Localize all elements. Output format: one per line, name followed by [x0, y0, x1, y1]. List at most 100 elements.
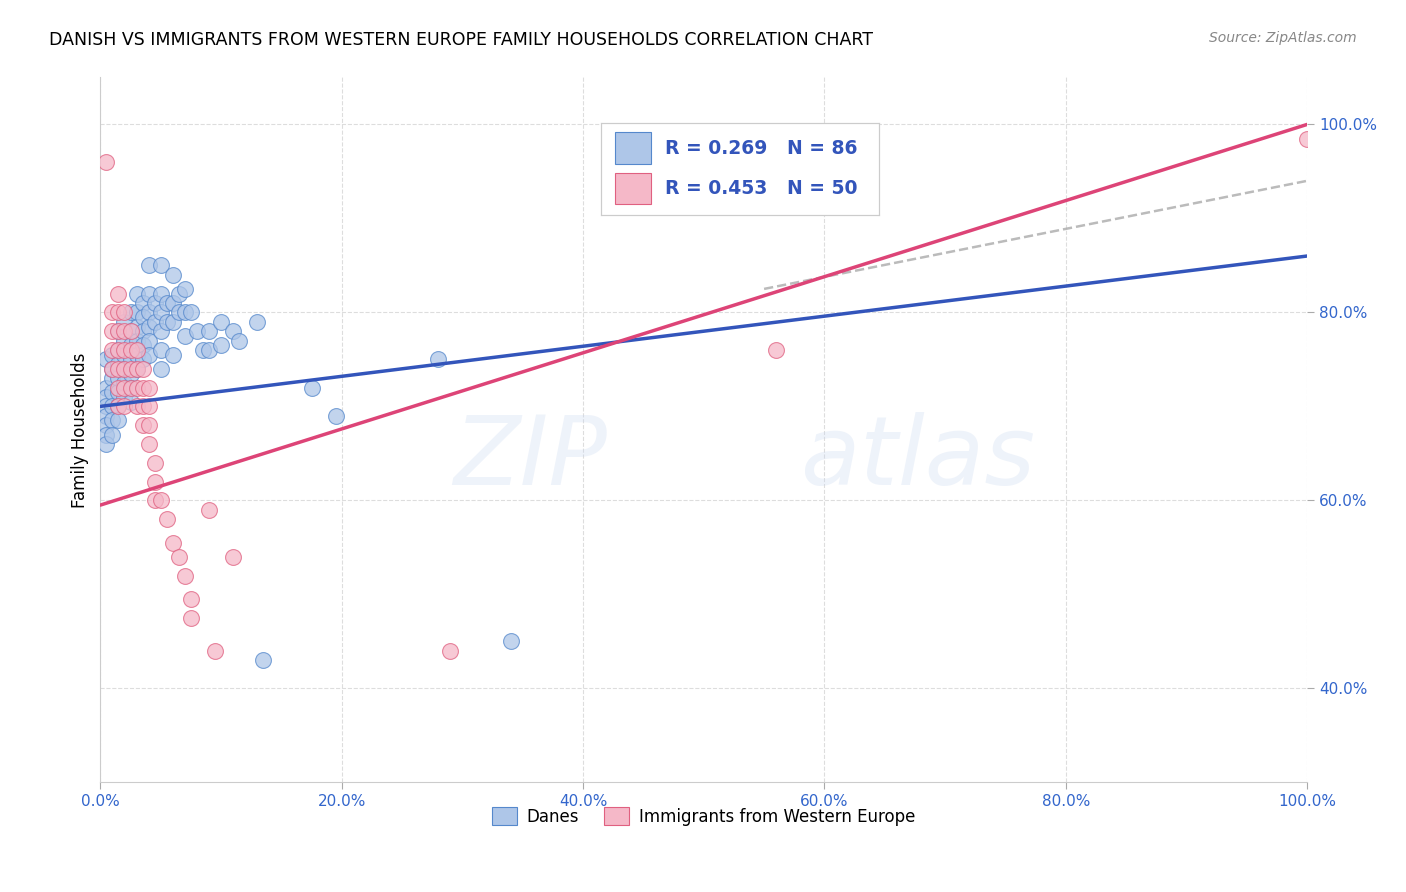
Point [96, 427, 118, 442]
Point [222, 324, 245, 338]
Point [222, 549, 245, 564]
Point [252, 653, 274, 667]
Point [107, 385, 129, 400]
Point [143, 315, 166, 329]
Point [173, 282, 195, 296]
Point [125, 319, 148, 334]
Point [180, 305, 202, 319]
Point [186, 324, 208, 338]
Point [96, 400, 118, 414]
Text: DANISH VS IMMIGRANTS FROM WESTERN EUROPE FAMILY HOUSEHOLDS CORRELATION CHART: DANISH VS IMMIGRANTS FROM WESTERN EUROPE… [49, 31, 873, 49]
Point [107, 400, 129, 414]
Point [125, 343, 148, 357]
Point [101, 371, 124, 385]
Point [120, 324, 142, 338]
Point [149, 305, 172, 319]
Point [125, 361, 148, 376]
Point [156, 296, 179, 310]
Point [162, 315, 184, 329]
Point [162, 296, 184, 310]
Text: ZIP: ZIP [453, 411, 607, 505]
Y-axis label: Family Households: Family Households [72, 352, 89, 508]
Point [101, 361, 124, 376]
Point [114, 390, 136, 404]
Point [149, 286, 172, 301]
Point [138, 334, 160, 348]
Point [114, 361, 136, 376]
Point [499, 634, 522, 648]
Point [156, 512, 179, 526]
Point [125, 305, 148, 319]
Point [789, 155, 811, 169]
Point [162, 535, 184, 549]
Point [138, 286, 160, 301]
Point [143, 296, 166, 310]
Point [138, 400, 160, 414]
Point [125, 348, 148, 362]
Point [209, 338, 232, 352]
Point [173, 305, 195, 319]
Point [114, 361, 136, 376]
Point [131, 324, 153, 338]
Point [138, 259, 160, 273]
Point [198, 343, 221, 357]
Point [162, 268, 184, 282]
Point [120, 305, 142, 319]
Point [143, 456, 166, 470]
Point [138, 437, 160, 451]
Point [107, 286, 129, 301]
Point [120, 338, 142, 352]
Point [180, 611, 202, 625]
Point [138, 319, 160, 334]
Point [173, 329, 195, 343]
Point [180, 592, 202, 607]
Point [765, 343, 787, 357]
Point [114, 305, 136, 319]
Point [204, 644, 226, 658]
Point [107, 381, 129, 395]
Point [149, 361, 172, 376]
Point [131, 381, 153, 395]
Point [107, 400, 129, 414]
Point [427, 352, 450, 367]
Point [101, 400, 124, 414]
Point [173, 568, 195, 582]
Point [101, 324, 124, 338]
Point [143, 475, 166, 489]
Point [114, 381, 136, 395]
Point [114, 400, 136, 414]
Point [125, 334, 148, 348]
Point [143, 493, 166, 508]
Point [131, 361, 153, 376]
Point [120, 361, 142, 376]
Point [120, 324, 142, 338]
Point [149, 343, 172, 357]
Point [1296, 131, 1319, 145]
Point [439, 644, 461, 658]
Point [107, 305, 129, 319]
Point [107, 361, 129, 376]
Point [167, 549, 190, 564]
Point [131, 352, 153, 367]
Point [120, 352, 142, 367]
Point [120, 381, 142, 395]
Point [96, 409, 118, 423]
Point [198, 324, 221, 338]
Point [131, 310, 153, 325]
Text: Source: ZipAtlas.com: Source: ZipAtlas.com [1209, 31, 1357, 45]
Point [120, 394, 142, 409]
Point [167, 286, 190, 301]
Point [101, 413, 124, 427]
Point [101, 385, 124, 400]
Point [138, 305, 160, 319]
Point [114, 376, 136, 390]
Point [120, 381, 142, 395]
Point [114, 343, 136, 357]
Point [114, 334, 136, 348]
Legend: Danes, Immigrants from Western Europe: Danes, Immigrants from Western Europe [484, 798, 924, 834]
Point [138, 381, 160, 395]
Point [107, 357, 129, 371]
Point [101, 348, 124, 362]
Point [107, 343, 129, 357]
Point [301, 381, 323, 395]
